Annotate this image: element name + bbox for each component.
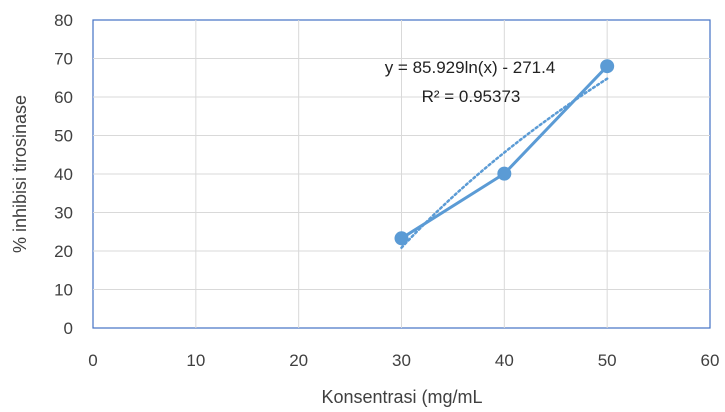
y-tick-label: 40 <box>54 165 73 184</box>
y-tick-label: 20 <box>54 242 73 261</box>
data-point <box>600 59 615 74</box>
y-tick-labels: 0 10 20 30 40 50 60 70 80 <box>54 11 73 338</box>
y-tick-label: 10 <box>54 281 73 300</box>
y-tick-label: 50 <box>54 127 73 146</box>
y-tick-label: 80 <box>54 11 73 30</box>
x-tick-label: 50 <box>598 351 617 370</box>
x-tick-label: 0 <box>88 351 97 370</box>
y-tick-label: 70 <box>54 50 73 69</box>
x-tick-label: 60 <box>701 351 720 370</box>
y-tick-label: 60 <box>54 88 73 107</box>
r-squared-label: R² = 0.95373 <box>422 87 521 106</box>
trendline-equation: y = 85.929ln(x) - 271.4 <box>385 58 556 77</box>
x-tick-label: 30 <box>392 351 411 370</box>
y-tick-label: 0 <box>64 319 73 338</box>
series-group <box>394 59 615 246</box>
x-tick-label: 20 <box>289 351 308 370</box>
data-point <box>497 166 512 181</box>
y-axis-title: % inhibisi tirosinase <box>10 95 30 253</box>
x-axis-title: Konsentrasi (mg/mL <box>321 387 482 407</box>
x-tick-label: 40 <box>495 351 514 370</box>
y-tick-label: 30 <box>54 204 73 223</box>
x-tick-labels: 0 10 20 30 40 50 60 <box>88 351 719 370</box>
data-point <box>394 231 409 246</box>
x-tick-label: 10 <box>186 351 205 370</box>
gridlines <box>93 20 710 328</box>
